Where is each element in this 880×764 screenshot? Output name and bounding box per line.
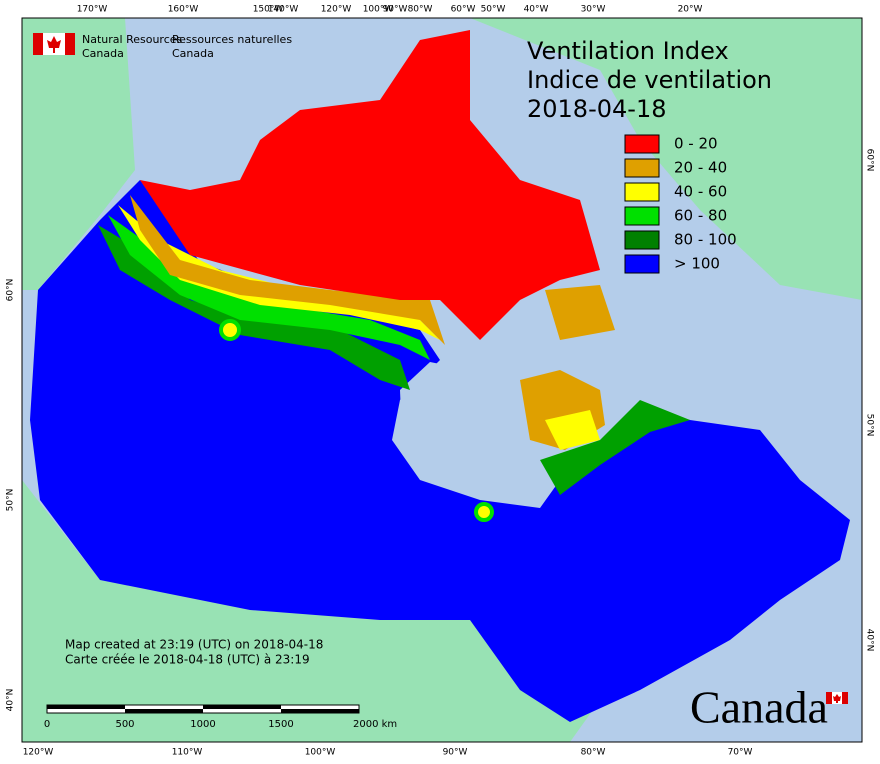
graticule-label: 140°W: [268, 5, 299, 15]
map-title: Ventilation Index: [527, 37, 729, 65]
map-note: Map created at 23:19 (UTC) on 2018-04-18: [65, 638, 323, 652]
scale-label: 1500: [268, 719, 293, 730]
quebec-40-60: [545, 410, 600, 450]
graticule-label: 50°N: [6, 489, 16, 512]
legend-swatch: [624, 206, 660, 226]
graticule-label: 30°W: [581, 5, 606, 15]
graticule-label: 160°W: [168, 5, 199, 15]
labrador-20-40: [545, 285, 615, 340]
scale-label: 500: [115, 719, 134, 730]
map-note: Carte créée le 2018-04-18 (UTC) à 23:19: [65, 653, 310, 667]
legend-label: 20 - 40: [674, 159, 727, 177]
graticule-label: 40°N: [865, 629, 875, 652]
legend-label: > 100: [674, 255, 720, 273]
hotspot: [219, 319, 241, 341]
wordmark-flag: [826, 692, 848, 704]
region-60-80: [108, 215, 430, 360]
legend-label: 0 - 20: [674, 135, 718, 153]
graticule-label: 60°W: [451, 5, 476, 15]
graticule-label: 80°W: [581, 748, 606, 758]
legend-swatch: [624, 134, 660, 154]
scale-segment: [203, 705, 281, 709]
legend-swatch: [624, 230, 660, 250]
graticule-label: 150°W: [253, 5, 284, 15]
legend-label: 80 - 100: [674, 231, 737, 249]
legend-label: 40 - 60: [674, 183, 727, 201]
graticule-label: 90°W: [443, 748, 468, 758]
frame: [21, 17, 863, 743]
scale-label: 2000 km: [353, 719, 397, 730]
region-0-20: [140, 30, 600, 340]
legend-swatch: [624, 182, 660, 202]
scale-segment: [125, 709, 203, 713]
graticule-label: 90°W: [383, 5, 408, 15]
agency-fr: Ressources naturelles: [172, 33, 292, 46]
graticule-label: 20°W: [678, 5, 703, 15]
usa: [22, 480, 600, 742]
agency-en: Canada: [82, 47, 124, 60]
graticule-label: 120°W: [321, 5, 352, 15]
graticule-label: 50°N: [865, 414, 875, 437]
legend-swatch: [624, 158, 660, 178]
map-title: Indice de ventilation: [527, 66, 772, 94]
legend-label: 60 - 80: [674, 207, 727, 225]
quebec-80-100: [540, 400, 690, 495]
region-20-40: [130, 195, 445, 345]
graticule-label: 70°W: [728, 748, 753, 758]
graticule-label: 40°W: [524, 5, 549, 15]
graticule-label: 80°W: [408, 5, 433, 15]
region-80-100: [98, 225, 410, 390]
nrcan-flag: [33, 33, 75, 55]
graticule-label: 120°W: [23, 748, 54, 758]
graticule-label: 50°W: [481, 5, 506, 15]
scale-label: 1000: [190, 719, 215, 730]
graticule-label: 100°W: [305, 748, 336, 758]
scale-segment: [47, 705, 125, 709]
scale-segment: [281, 709, 359, 713]
wordmark: Canada: [690, 682, 828, 733]
graticule-label: 60°N: [865, 149, 875, 172]
legend-swatch: [624, 254, 660, 274]
graticule-label: 40°N: [6, 689, 16, 712]
alaska: [22, 18, 135, 290]
greenland: [470, 18, 862, 300]
hudson-bay: [400, 362, 540, 500]
scale-label: 0: [44, 719, 50, 730]
graticule-label: 100°W: [363, 5, 394, 15]
agency-en: Natural Resources: [82, 33, 183, 46]
graticule-label: 110°W: [172, 748, 203, 758]
agency-fr: Canada: [172, 47, 214, 60]
graticule-label: 60°N: [6, 279, 16, 302]
map-title: 2018-04-18: [527, 95, 666, 123]
hotspot: [474, 502, 494, 522]
graticule-label: 170°W: [77, 5, 108, 15]
